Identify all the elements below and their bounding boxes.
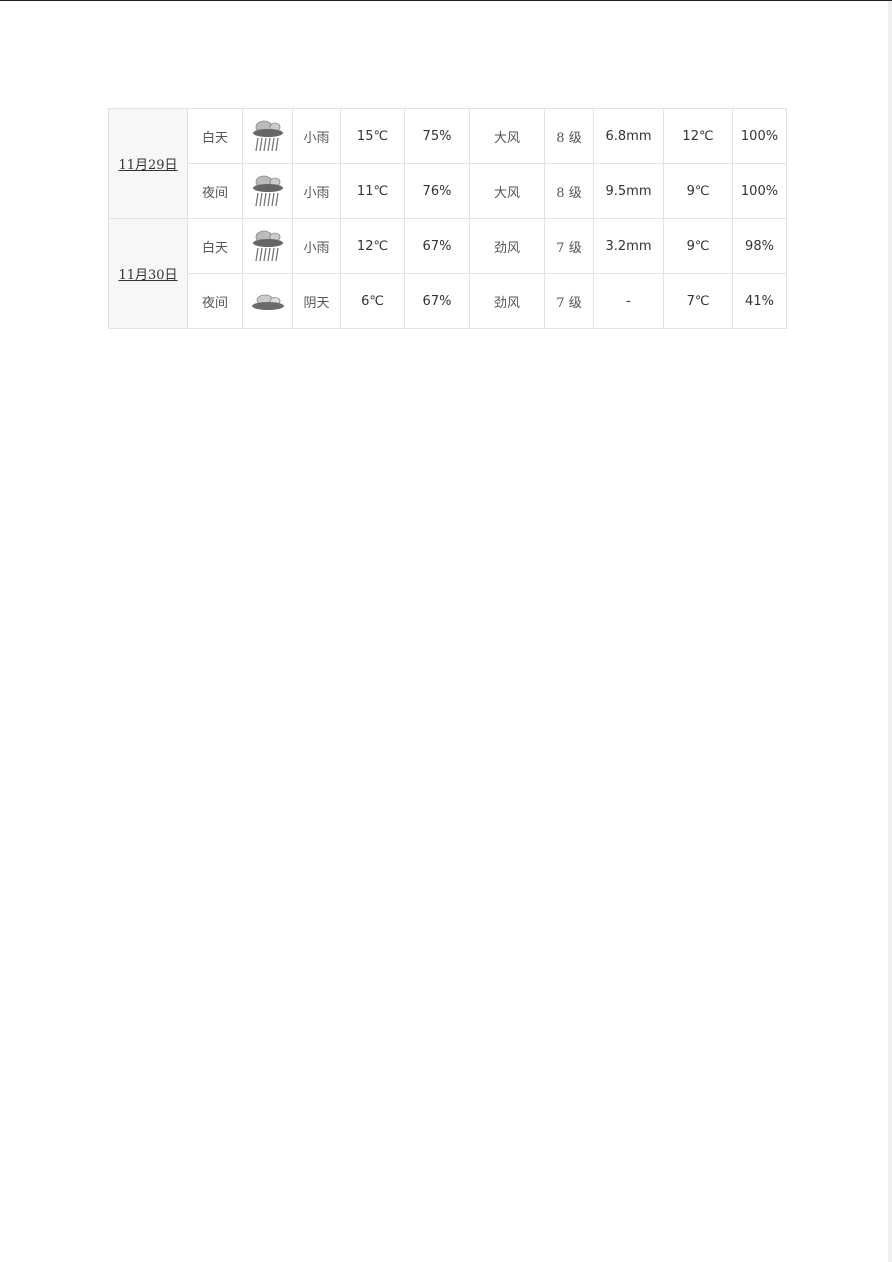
table-row: 夜间 小雨 11℃ 76% 大风 8 级 9.5mm 9℃ 100% [109, 163, 787, 219]
precipitation: 9.5mm [593, 163, 664, 219]
temperature: 12℃ [340, 218, 405, 274]
weather-desc: 小雨 [292, 108, 341, 164]
wind-type: 劲风 [469, 218, 545, 274]
feels-like-temp: 7℃ [663, 273, 733, 329]
weather-icon-cell [242, 273, 293, 329]
date-cell: 11月29日 [108, 108, 188, 219]
date-link[interactable]: 11月30日 [118, 268, 178, 283]
wind-level: 8 级 [544, 163, 594, 219]
feels-like-temp: 9℃ [663, 163, 733, 219]
humidity: 67% [404, 273, 470, 329]
period-label: 白天 [187, 218, 243, 274]
table-row: 11月30日 白天 小雨 12℃ 67% 劲风 7 级 3.2mm 9℃ 98% [108, 218, 787, 329]
table-row: 夜间 阴天 6℃ 67% 劲风 7 级 -7℃ 41% [109, 273, 787, 329]
temperature: 6℃ [340, 273, 405, 329]
feels-like-temp: 9℃ [663, 218, 733, 274]
precipitation: 6.8mm [593, 108, 664, 164]
precip-chance: 98% [732, 218, 787, 274]
period-label: 夜间 [187, 163, 243, 219]
wind-type: 大风 [469, 163, 545, 219]
overcast-icon [243, 283, 292, 319]
date-cell: 11月30日 [108, 218, 188, 329]
humidity: 67% [404, 218, 470, 274]
weather-forecast-table: 11月29日 白天 小雨 15℃ 75% 大风 8 级 6.8mm 12℃ 100% 夜间 小雨 11℃… [108, 108, 787, 329]
light-rain-icon [243, 118, 292, 154]
humidity: 76% [404, 163, 470, 219]
wind-type: 劲风 [469, 273, 545, 329]
wind-type: 大风 [469, 108, 545, 164]
temperature: 15℃ [340, 108, 405, 164]
precipitation: 3.2mm [593, 218, 664, 274]
wind-level: 8 级 [544, 108, 594, 164]
light-rain-icon [243, 228, 292, 264]
period-label: 白天 [187, 108, 243, 164]
feels-like-temp: 12℃ [663, 108, 733, 164]
weather-desc: 阴天 [292, 273, 341, 329]
scrollbar[interactable] [888, 1, 892, 1262]
wind-level: 7 级 [544, 218, 594, 274]
precip-chance: 100% [732, 163, 787, 219]
light-rain-icon [243, 173, 292, 209]
weather-icon-cell [242, 108, 293, 164]
weather-desc: 小雨 [292, 218, 341, 274]
humidity: 75% [404, 108, 470, 164]
weather-icon-cell [242, 218, 293, 274]
wind-level: 7 级 [544, 273, 594, 329]
table-row: 11月29日 白天 小雨 15℃ 75% 大风 8 级 6.8mm 12℃ 100% [108, 108, 787, 219]
temperature: 11℃ [340, 163, 405, 219]
period-label: 夜间 [187, 273, 243, 329]
date-link[interactable]: 11月29日 [118, 158, 178, 173]
top-border [0, 0, 892, 1]
weather-desc: 小雨 [292, 163, 341, 219]
precip-chance: 41% [732, 273, 787, 329]
precipitation: - [593, 273, 664, 329]
precip-chance: 100% [732, 108, 787, 164]
weather-icon-cell [242, 163, 293, 219]
